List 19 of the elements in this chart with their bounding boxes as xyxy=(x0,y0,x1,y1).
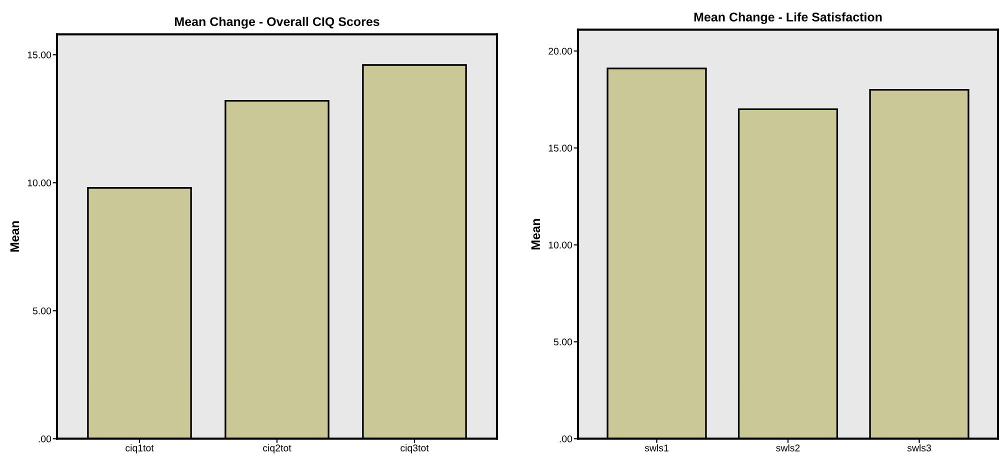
x-tick-label: ciq2tot xyxy=(263,444,292,454)
chart-title: Mean Change - Life Satisfaction xyxy=(694,12,882,24)
chart-title: Mean Change - Overall CIQ Scores xyxy=(175,16,380,29)
y-tick-label: 5.00 xyxy=(32,307,52,314)
y-tick-label: 5.00 xyxy=(554,338,572,346)
y-axis-title: Mean xyxy=(10,221,20,252)
y-tick-label: .00 xyxy=(560,435,572,442)
y-tick-label: .00 xyxy=(38,435,52,442)
y-tick-label: 10.00 xyxy=(28,179,52,186)
x-tick-label: swls3 xyxy=(907,444,931,452)
y-tick-label: 10.00 xyxy=(548,242,572,248)
y-tick-label: 15.00 xyxy=(28,51,52,58)
x-tick-label: swls1 xyxy=(644,444,668,452)
y-tick-label: 20.00 xyxy=(548,48,572,55)
x-tick-label: ciq1tot xyxy=(126,444,154,454)
x-tick-label: ciq3tot xyxy=(400,444,429,454)
x-tick-label: swls2 xyxy=(776,444,800,452)
y-axis-title: Mean xyxy=(531,219,540,250)
y-tick-label: 15.00 xyxy=(548,144,572,152)
